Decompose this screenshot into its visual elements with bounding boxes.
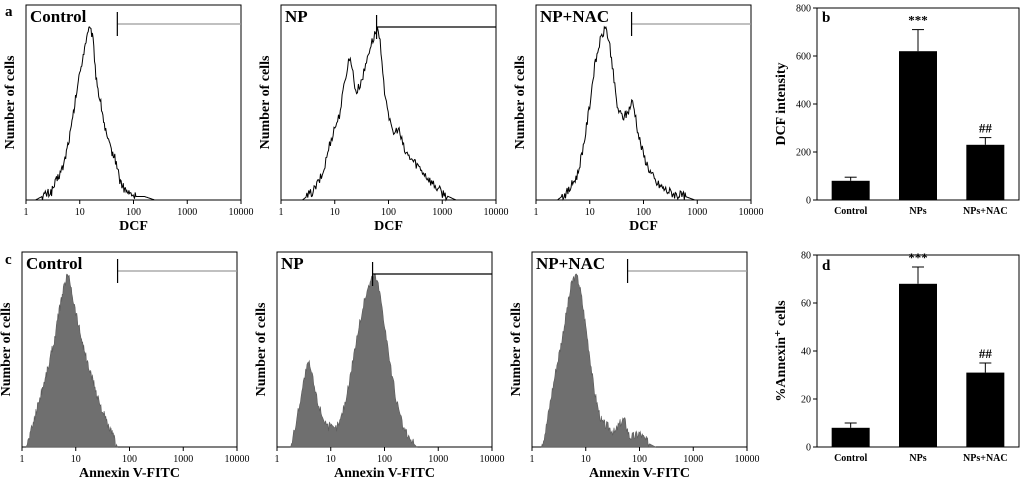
category-label: NPs: [909, 206, 926, 217]
bar: [966, 144, 1005, 200]
category-label: NPs+NAC: [963, 206, 1008, 217]
x-axis-label: DCF: [374, 219, 403, 234]
significance-label: ##: [979, 346, 993, 361]
x-tick-label: 1000: [683, 454, 703, 465]
histogram-title: Control: [30, 7, 87, 26]
x-axis-label: DCF: [629, 219, 658, 234]
y-tick-label: 400: [796, 100, 811, 111]
category-label: NPs+NAC: [963, 453, 1008, 464]
panel-letter-d: d: [822, 258, 831, 274]
histogram-frame: [280, 4, 497, 201]
histogram-line: [35, 26, 156, 201]
y-axis-label: %Annexin⁺ cells: [774, 300, 789, 402]
x-axis-label: DCF: [119, 219, 148, 234]
x-tick-label: 10: [75, 207, 85, 218]
significance-label: ##: [979, 121, 993, 136]
y-axis-label: Number of cells: [0, 302, 14, 396]
x-axis-label: Annexin V-FITC: [79, 466, 180, 481]
y-tick-label: 20: [801, 395, 811, 406]
y-tick-label: 800: [796, 4, 811, 15]
x-tick-label: 10000: [735, 454, 760, 465]
y-tick-label: 40: [801, 347, 811, 358]
category-label: Control: [834, 206, 867, 217]
bar: [966, 372, 1005, 447]
x-tick-label: 1000: [687, 207, 707, 218]
category-label: Control: [834, 453, 867, 464]
x-tick-label: 1000: [173, 454, 193, 465]
significance-label: ***: [908, 13, 928, 28]
x-tick-label: 1: [534, 207, 539, 218]
bar: [899, 283, 937, 447]
x-tick-label: 100: [122, 454, 137, 465]
histogram-line: [302, 27, 457, 202]
histogram-frame: [535, 4, 752, 201]
x-tick-label: 10000: [484, 207, 509, 218]
x-tick-label: 10000: [739, 207, 764, 218]
x-tick-label: 100: [632, 454, 647, 465]
x-tick-label: 1: [24, 207, 29, 218]
x-tick-label: 10000: [480, 454, 505, 465]
histogram-line: [557, 25, 695, 201]
x-tick-label: 10: [71, 454, 81, 465]
x-axis-label: Annexin V-FITC: [589, 466, 690, 481]
x-tick-label: 1: [20, 454, 25, 465]
histogram-title: NP: [285, 7, 308, 26]
x-tick-label: 100: [377, 454, 392, 465]
panel-letter-b: b: [822, 10, 830, 26]
bar: [831, 180, 870, 200]
y-axis-label: DCF intensity: [774, 62, 789, 145]
histogram-area: [290, 273, 418, 448]
x-tick-label: 100: [636, 207, 651, 218]
x-tick-label: 1: [530, 454, 535, 465]
panel-letter-c: c: [5, 252, 12, 268]
x-tick-label: 10: [326, 454, 336, 465]
y-tick-label: 200: [796, 148, 811, 159]
y-tick-label: 600: [796, 52, 811, 63]
y-axis-label: Number of cells: [254, 302, 269, 396]
x-tick-label: 1000: [428, 454, 448, 465]
histogram-title: NP: [281, 254, 304, 273]
category-label: NPs: [909, 453, 926, 464]
x-tick-label: 10000: [225, 454, 250, 465]
x-tick-label: 1: [275, 454, 280, 465]
y-tick-label: 0: [806, 443, 811, 454]
significance-label: ***: [908, 250, 928, 265]
y-axis-label: Number of cells: [258, 55, 273, 149]
histogram-title: NP+NAC: [540, 7, 609, 26]
histogram-title: Control: [26, 254, 83, 273]
y-tick-label: 0: [806, 196, 811, 207]
bar: [899, 51, 937, 201]
y-axis-label: Number of cells: [3, 55, 18, 149]
y-axis-label: Number of cells: [509, 302, 524, 396]
bar: [831, 427, 870, 447]
x-tick-label: 10: [585, 207, 595, 218]
x-tick-label: 100: [126, 207, 141, 218]
x-tick-label: 10000: [229, 207, 254, 218]
histogram-title: NP+NAC: [536, 254, 605, 273]
panel-letter-a: a: [5, 4, 13, 20]
x-tick-label: 1: [279, 207, 284, 218]
y-tick-label: 80: [801, 251, 811, 262]
histogram-area: [25, 273, 119, 448]
x-tick-label: 10: [581, 454, 591, 465]
x-axis-label: Annexin V-FITC: [334, 466, 435, 481]
histogram-frame: [25, 4, 242, 201]
y-axis-label: Number of cells: [513, 55, 528, 149]
y-tick-label: 60: [801, 299, 811, 310]
histogram-area: [541, 273, 656, 448]
x-tick-label: 10: [330, 207, 340, 218]
x-tick-label: 1000: [177, 207, 197, 218]
x-tick-label: 1000: [432, 207, 452, 218]
x-tick-label: 100: [381, 207, 396, 218]
